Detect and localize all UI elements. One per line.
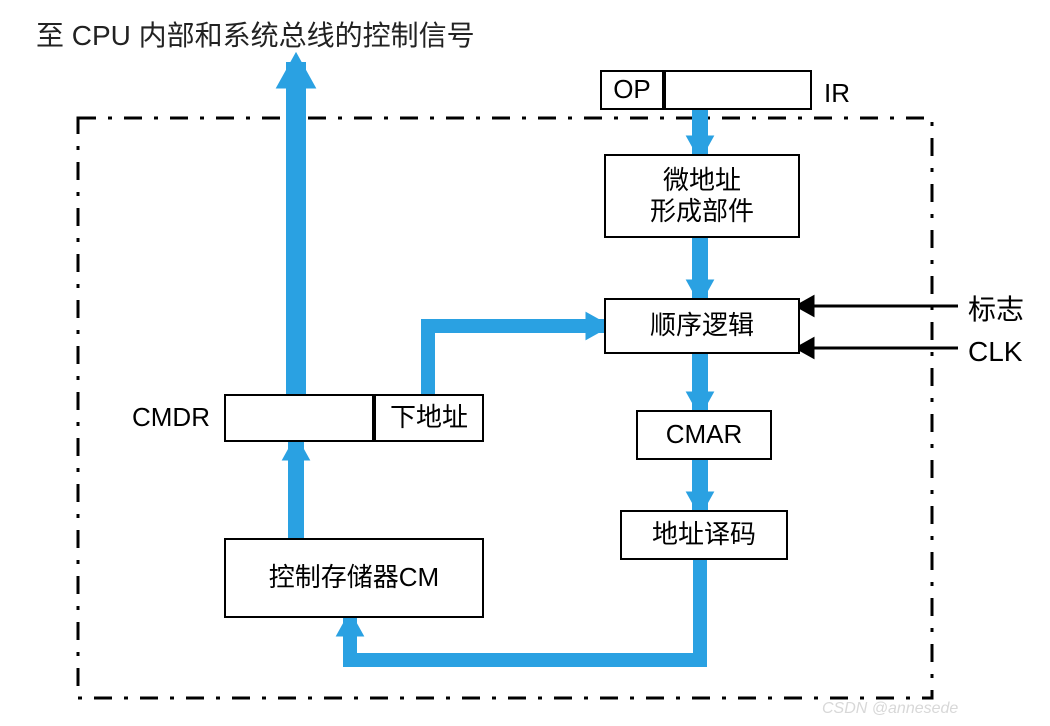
watermark: CSDN @annesede: [822, 700, 958, 718]
node-cm-label: 控制存储器CM: [269, 562, 439, 593]
node-addr-decode: 地址译码: [620, 510, 788, 560]
node-op-label: OP: [613, 74, 651, 105]
node-op: OP: [600, 70, 664, 110]
node-cmar: CMAR: [636, 410, 772, 460]
node-addr-decode-label: 地址译码: [652, 519, 756, 550]
node-micro-addr-label: 微地址形成部件: [650, 165, 754, 227]
node-micro-addr: 微地址形成部件: [604, 154, 800, 238]
label-cmdr: CMDR: [132, 402, 210, 433]
node-cm: 控制存储器CM: [224, 538, 484, 618]
connections-layer: [0, 0, 1050, 726]
label-clk: CLK: [968, 336, 1022, 368]
node-cmar-label: CMAR: [666, 419, 743, 450]
node-next-addr: 下地址: [374, 394, 484, 442]
label-ir: IR: [824, 78, 850, 109]
node-ir-blank: [664, 70, 812, 110]
node-seq-logic-label: 顺序逻辑: [650, 310, 754, 341]
label-flag: 标志: [968, 288, 1024, 328]
diagram-stage: 至 CPU 内部和系统总线的控制信号 OP 微地址形成部件 顺序逻辑 CMAR …: [0, 0, 1050, 726]
node-next-addr-label: 下地址: [390, 402, 468, 433]
node-cmdr-blank: [224, 394, 374, 442]
node-seq-logic: 顺序逻辑: [604, 298, 800, 354]
